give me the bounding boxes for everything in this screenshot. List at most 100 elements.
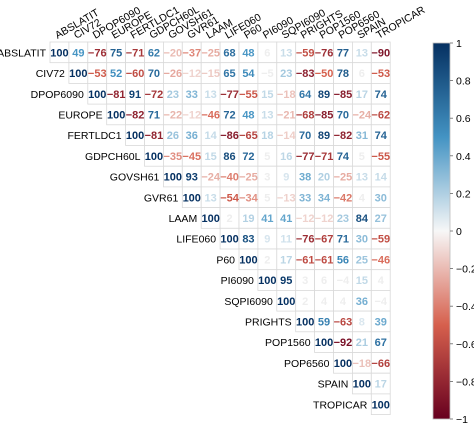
- cell-value-label: 100: [296, 316, 314, 328]
- cell-value-label: 2: [226, 213, 232, 225]
- colorbar-gradient: [432, 42, 451, 420]
- cell-value-label: −24: [201, 172, 221, 184]
- cell-value-label: 36: [356, 296, 368, 308]
- cell-value-label: 4: [378, 275, 385, 287]
- cell-value-label: 64: [299, 89, 312, 101]
- cell-value-label: 20: [318, 172, 330, 184]
- cell-value-label: 100: [220, 234, 238, 246]
- row-label: TROPICAR: [313, 399, 368, 411]
- cell-value-label: −46: [371, 254, 390, 266]
- cell-value-label: −77: [296, 151, 315, 163]
- cell-value-label: 36: [186, 130, 198, 142]
- cell-value-label: 26: [167, 130, 179, 142]
- cell-value-label: 100: [315, 337, 333, 349]
- row-label: GOVSH61: [110, 172, 160, 184]
- cell-value-label: −25: [334, 172, 353, 184]
- cell-value-label: −61: [296, 254, 315, 266]
- cell-value-label: 52: [110, 68, 122, 80]
- cell-value-label: 89: [318, 130, 330, 142]
- row-label: SQPI6090: [224, 296, 273, 308]
- cell-value-label: 100: [372, 399, 390, 411]
- cell-value-label: 100: [183, 192, 201, 204]
- cell-value-label: 15: [205, 151, 217, 163]
- row-labels: ABSLATIT CIV72 DPOP6090 EUROPE FERTLDC1 GDPCH…: [0, 47, 368, 411]
- cell-value-label: 54: [242, 68, 255, 80]
- row-label: LIFE060: [176, 234, 216, 246]
- colorbar-tick-label: −0.2: [456, 264, 474, 276]
- row-label: GVR61: [144, 192, 179, 204]
- cell-value-label: 91: [129, 89, 141, 101]
- row-label: POP1560: [265, 337, 311, 349]
- cell-value-label: −81: [107, 89, 126, 101]
- cell-value-label: 18: [261, 130, 273, 142]
- cell-value-label: −90: [371, 47, 390, 59]
- cell-value-label: 62: [148, 47, 160, 59]
- cell-value-label: 8: [359, 316, 365, 328]
- cell-value-label: 16: [280, 151, 292, 163]
- cell-value-label: −46: [201, 109, 220, 121]
- colorbar-tick-label: 0.2: [456, 188, 471, 200]
- cell-value-label: 74: [375, 89, 388, 101]
- cell-value-label: 84: [356, 213, 369, 225]
- colorbar-tick-label: −0.4: [456, 301, 474, 313]
- row-label: P60: [216, 254, 235, 266]
- cell-value-label: 13: [205, 192, 217, 204]
- cell-value-label: 11: [280, 234, 292, 246]
- cell-value-label: 100: [88, 89, 106, 101]
- cell-value-label: −45: [182, 151, 201, 163]
- cell-value-label: 9: [283, 172, 289, 184]
- cell-value-label: 100: [334, 358, 352, 370]
- cell-value-label: −34: [239, 192, 259, 204]
- row-label: LAAM: [169, 213, 198, 225]
- cell-value-label: 77: [337, 47, 349, 59]
- cell-value-label: −53: [371, 68, 390, 80]
- colorbar-tick-label: 0: [456, 226, 462, 238]
- cell-value-label: 100: [107, 109, 125, 121]
- cell-value-label: −50: [315, 68, 334, 80]
- cell-value-label: −53: [88, 68, 107, 80]
- cell-value-label: 100: [201, 213, 219, 225]
- cell-value-label: −13: [277, 192, 296, 204]
- cell-value-label: −76: [315, 47, 334, 59]
- row-label: PRIGHTS: [245, 316, 292, 328]
- cell-value-label: −25: [239, 172, 258, 184]
- colorbar-tick-label: −0.6: [456, 339, 474, 351]
- cell-value-label: 48: [242, 109, 254, 121]
- cell-value-label: 70: [299, 130, 311, 142]
- cell-value-label: 17: [375, 379, 387, 391]
- cell-value-label: −14: [277, 130, 297, 142]
- row-label: DPOP6090: [31, 89, 84, 101]
- cell-value-label: −18: [353, 358, 372, 370]
- cell-value-label: 6: [264, 47, 270, 59]
- cell-value-label: −85: [315, 109, 334, 121]
- cell-value-label: 4: [359, 192, 366, 204]
- cell-value-label: 13: [356, 47, 368, 59]
- cell-value-label: 13: [356, 172, 368, 184]
- cell-value-label: 70: [148, 68, 160, 80]
- cell-value-label: 13: [205, 89, 217, 101]
- cell-value-label: −85: [334, 89, 353, 101]
- cell-value-label: 41: [280, 213, 292, 225]
- cell-value-label: −83: [296, 68, 315, 80]
- cell-value-label: 100: [239, 254, 257, 266]
- cell-value-label: 93: [186, 172, 198, 184]
- cell-value-label: 25: [356, 254, 368, 266]
- cell-value-label: 100: [258, 275, 276, 287]
- cell-value-label: −82: [126, 109, 145, 121]
- cell-value-label: −59: [371, 234, 390, 246]
- cell-value-label: 41: [261, 213, 273, 225]
- cell-value-label: −12: [182, 68, 201, 80]
- cell-value-label: −37: [182, 47, 201, 59]
- cell-value-label: 21: [356, 337, 368, 349]
- row-label: PI6090: [221, 275, 254, 287]
- cell-value-label: 13: [261, 109, 273, 121]
- cell-value-label: −21: [277, 109, 296, 121]
- cell-value-label: 9: [264, 234, 270, 246]
- cell-value-label: −26: [164, 68, 183, 80]
- cell-value-label: −4: [337, 275, 350, 287]
- cell-value-label: −12: [315, 213, 334, 225]
- cell-value-label: 6: [321, 275, 327, 287]
- cell-value-label: −5: [261, 68, 274, 80]
- cell-value-label: −59: [296, 47, 315, 59]
